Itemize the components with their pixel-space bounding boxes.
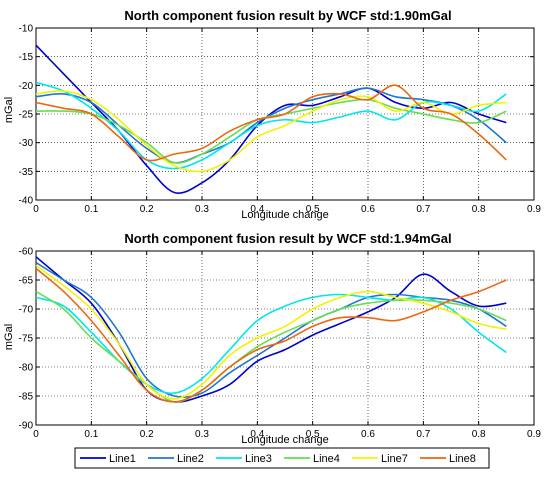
- chart-bottom-y-axis-label: mGal: [3, 324, 15, 350]
- legend-label-line3: Line3: [245, 453, 272, 465]
- chart-bottom-y-ticks: -90 -85 -80 -75 -70 -65 -60: [19, 247, 534, 432]
- chart-top-y-axis-label: mGal: [3, 97, 15, 123]
- x-tick-label: 0.5: [306, 204, 320, 215]
- x-tick-label: 0.6: [361, 429, 375, 440]
- legend-label-line7: Line7: [381, 453, 408, 465]
- chart-top-title: North component fusion result by WCF std…: [124, 8, 451, 23]
- x-tick-label: 0.8: [472, 429, 486, 440]
- series-line-line4: [35, 98, 507, 164]
- x-tick-label: 0.8: [472, 204, 486, 215]
- series-line-line8: [35, 267, 507, 403]
- x-tick-label: 0.3: [195, 204, 209, 215]
- x-tick-label: 0.9: [527, 429, 541, 440]
- y-tick-label: -85: [19, 392, 34, 403]
- legend-label-line1: Line1: [109, 453, 136, 465]
- chart-bottom-title: North component fusion result by WCF std…: [124, 231, 451, 246]
- chart-bottom: North component fusion result by WCF std…: [3, 231, 541, 446]
- y-tick-label: -65: [19, 276, 34, 287]
- legend-label-line4: Line4: [313, 453, 340, 465]
- series-line-line8: [35, 84, 507, 162]
- legend-label-line8: Line8: [449, 453, 476, 465]
- y-tick-label: -30: [19, 138, 34, 149]
- x-tick-label: 0.1: [84, 429, 98, 440]
- y-tick-label: -70: [19, 305, 34, 316]
- chart-bottom-x-ticks: 0 0.1 0.2 0.3 0.4 0.5 0.6 0.7 0.8 0.9: [33, 251, 541, 440]
- series-line-line4: [35, 290, 507, 403]
- y-tick-label: -15: [19, 52, 34, 63]
- y-tick-label: -80: [19, 363, 34, 374]
- x-tick-label: 0.6: [361, 204, 375, 215]
- chart-top-series: [35, 44, 507, 194]
- x-tick-label: 0.2: [140, 204, 154, 215]
- chart-bottom-x-axis-label: Longitude change: [241, 434, 328, 446]
- series-line-line7: [35, 264, 507, 400]
- x-tick-label: 0.1: [84, 204, 98, 215]
- y-tick-label: -25: [19, 110, 34, 121]
- x-tick-label: 0.7: [416, 204, 430, 215]
- legend-items: Line1 Line2 Line3 Line4 Line7 Line8: [80, 453, 476, 465]
- y-tick-label: -90: [19, 421, 34, 432]
- y-tick-label: -20: [19, 81, 34, 92]
- y-tick-label: -75: [19, 334, 34, 345]
- chart-top-y-ticks: -40 -35 -30 -25 -20 -15 -10: [19, 24, 534, 207]
- chart-top-x-axis-label: Longitude change: [241, 209, 328, 221]
- legend-box: [74, 447, 490, 469]
- x-tick-label: 0.5: [306, 429, 320, 440]
- y-tick-label: -35: [19, 167, 34, 178]
- legend: Line1 Line2 Line3 Line4 Line7 Line8: [74, 447, 490, 469]
- series-line-line7: [35, 90, 507, 173]
- x-tick-label: 0.9: [527, 204, 541, 215]
- x-tick-label: 0.3: [195, 429, 209, 440]
- chart-bottom-series: [35, 256, 507, 403]
- legend-label-line2: Line2: [177, 453, 204, 465]
- y-tick-label: -40: [19, 196, 34, 207]
- x-tick-label: 0: [33, 204, 39, 215]
- x-tick-label: 0.7: [416, 429, 430, 440]
- x-tick-label: 0.4: [250, 204, 264, 215]
- x-tick-label: 0.2: [140, 429, 154, 440]
- x-tick-label: 0: [33, 429, 39, 440]
- chart-top: North component fusion result by WCF std…: [3, 8, 541, 221]
- y-tick-label: -10: [19, 24, 34, 35]
- chart-top-x-ticks: 0 0.1 0.2 0.3 0.4 0.5 0.6 0.7 0.8 0.9: [33, 28, 541, 215]
- x-tick-label: 0.4: [250, 429, 264, 440]
- y-tick-label: -60: [19, 247, 34, 258]
